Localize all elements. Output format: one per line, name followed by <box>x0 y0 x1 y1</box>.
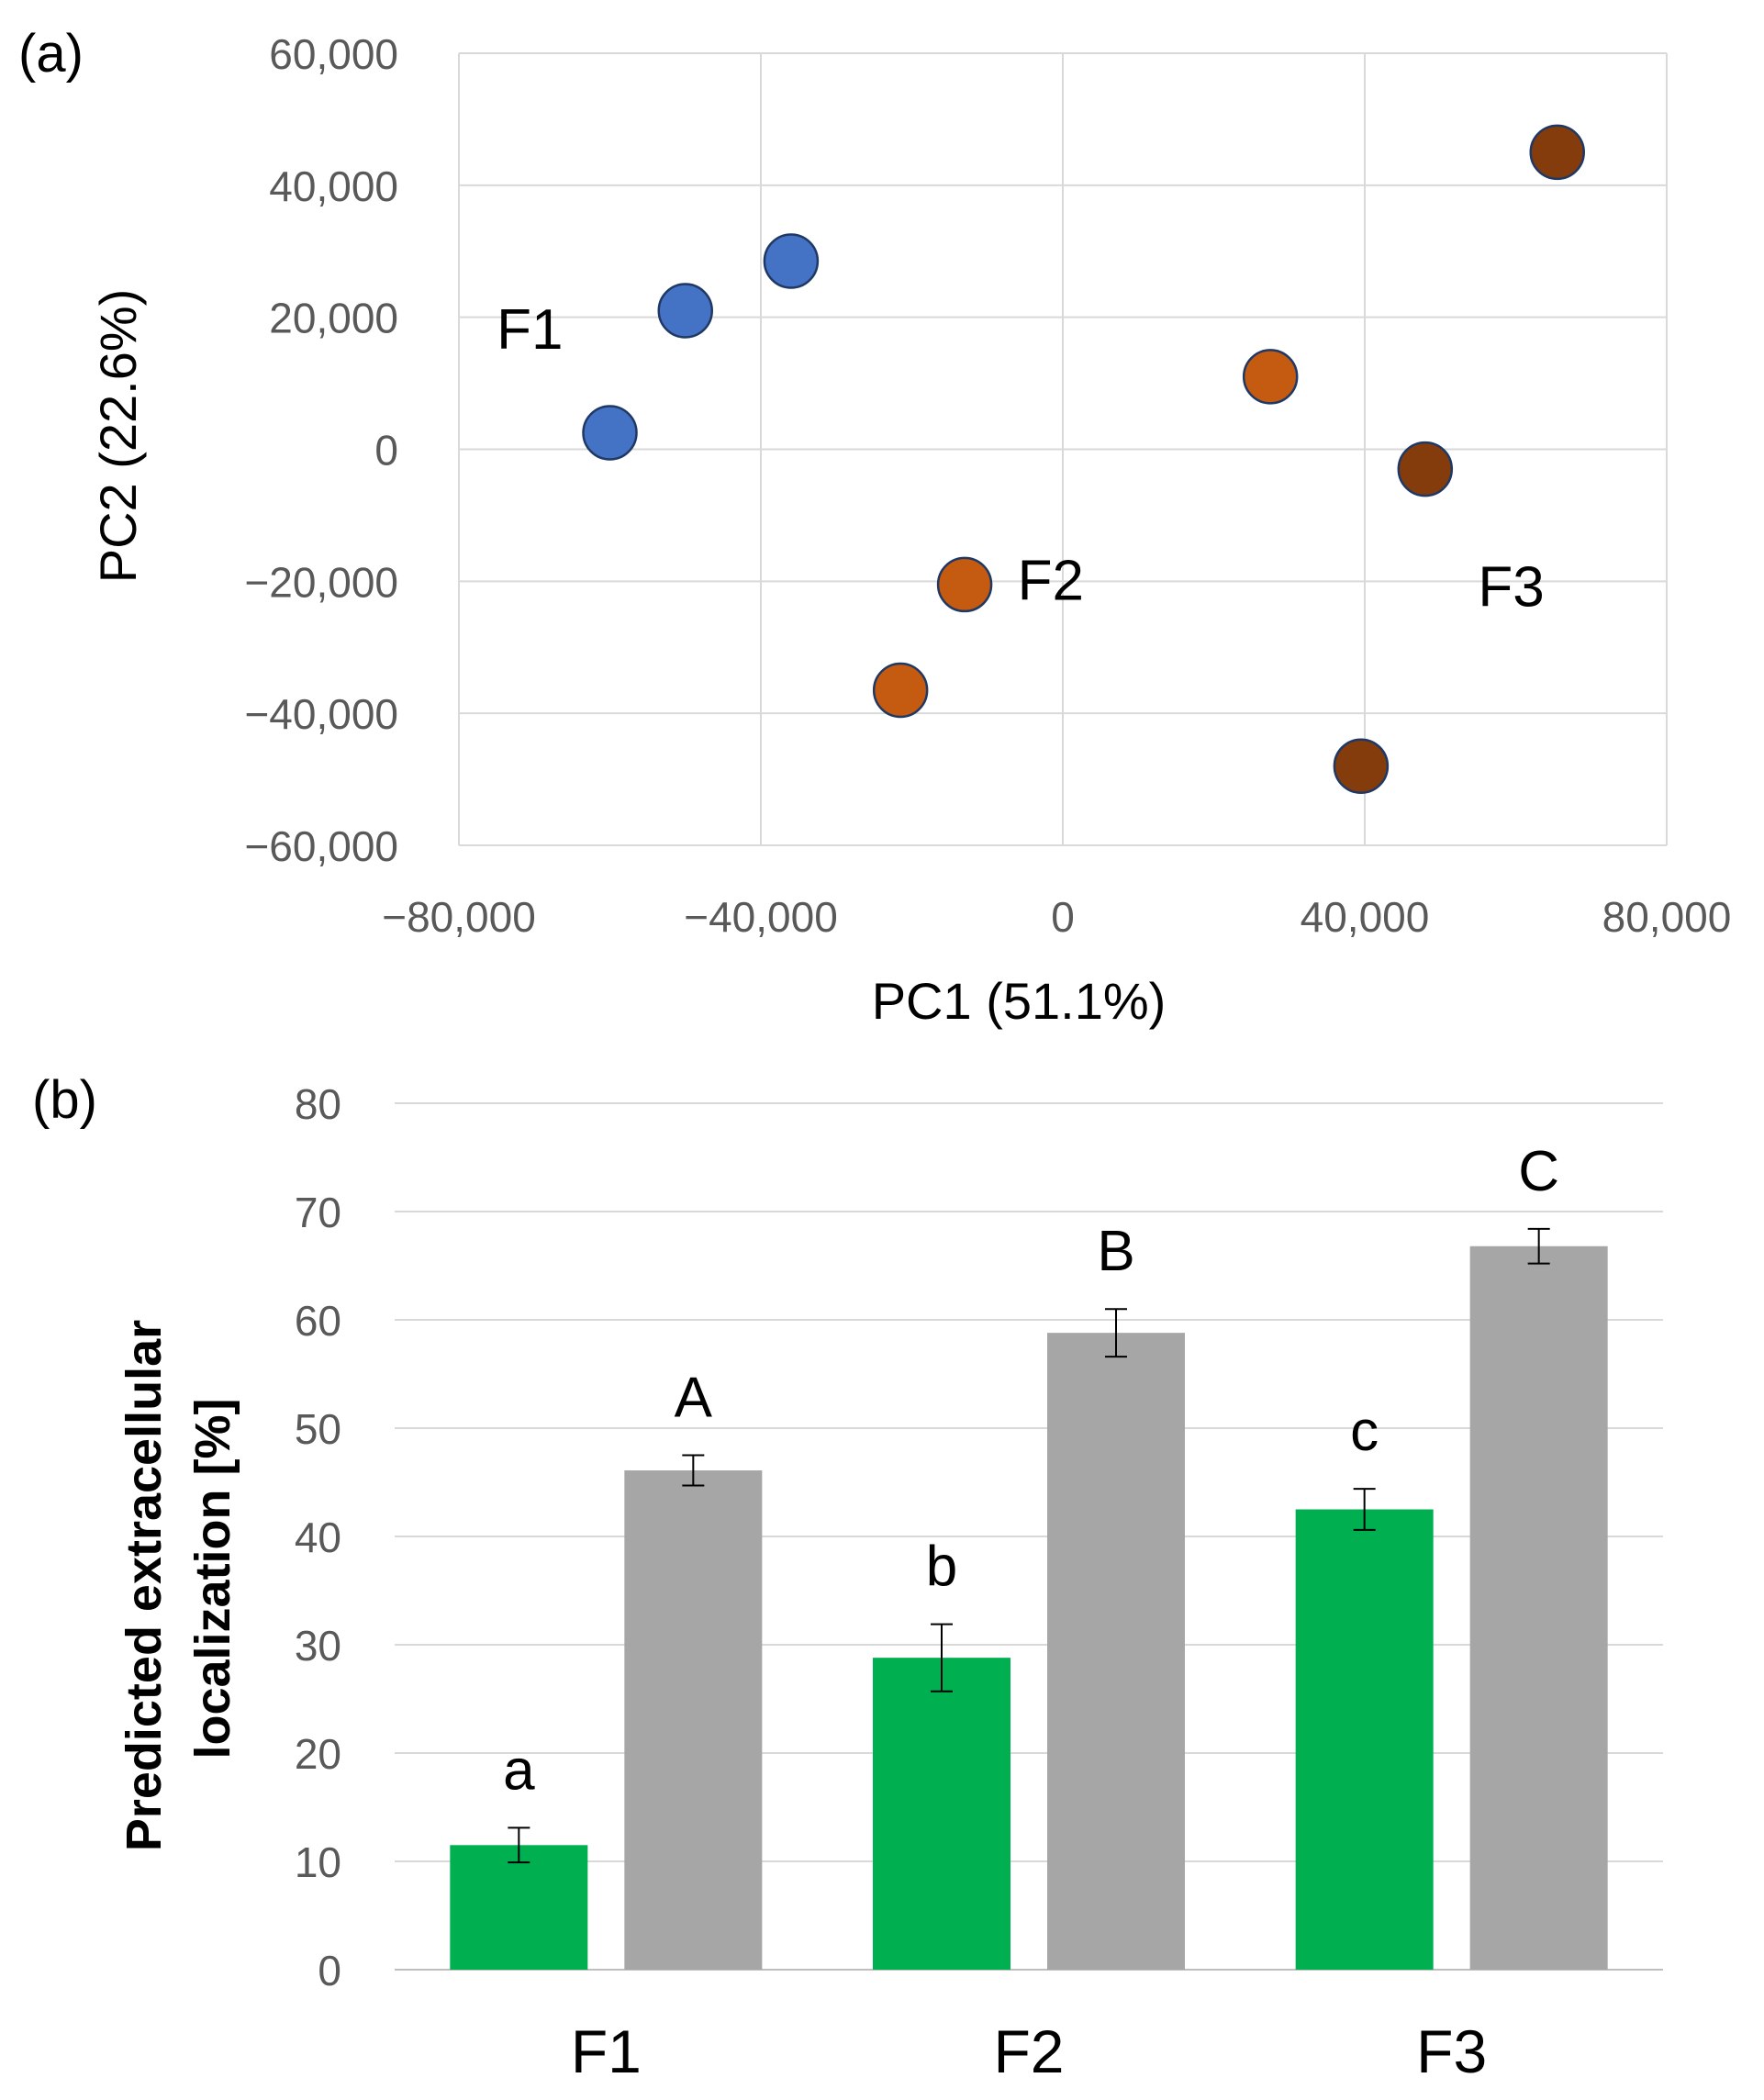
bar-green-f1 <box>450 1845 588 1970</box>
scatter-group-labels: F1 F2 F3 <box>497 298 1545 619</box>
scatter-x-tick-label: 80,000 <box>1602 893 1732 941</box>
scatter-point-f2 <box>1242 349 1299 405</box>
scatter-x-axis-label: PC1 (51.1%) <box>872 972 1167 1030</box>
panel-b-label: (b) <box>32 1070 97 1130</box>
pca-scatter-panel: (a) 60,000 40,000 20,000 0 −20,000 −40,000 −60… <box>18 24 1731 1030</box>
bar-gray-f2 <box>1047 1333 1185 1970</box>
scatter-point-f2 <box>936 556 993 613</box>
scatter-group-label: F2 <box>1018 549 1084 612</box>
scatter-y-tick-labels: 60,000 40,000 20,000 0 −20,000 −40,000 −60,000 <box>244 30 398 870</box>
bar-y-tick-label: 10 <box>295 1838 341 1886</box>
bar-category-label: F3 <box>1416 2017 1487 2085</box>
scatter-y-tick-label: 0 <box>374 427 398 475</box>
scatter-y-tick-label: 40,000 <box>269 162 398 210</box>
scatter-group-label: F1 <box>497 298 563 362</box>
significance-letter: b <box>926 1536 957 1599</box>
scatter-points <box>582 124 1585 794</box>
bar-y-tick-label: 50 <box>295 1405 341 1453</box>
bar-chart-panel: (b) 0 10 20 30 40 50 60 70 80 a Ab Bc C F1 F2 F3 Pred… <box>32 1070 1663 2085</box>
bar-y-tick-label: 0 <box>318 1947 341 1994</box>
bar-y-tick-label: 20 <box>295 1730 341 1778</box>
scatter-point-f1 <box>582 405 638 461</box>
panel-a-label: (a) <box>18 24 84 84</box>
bar-y-tick-label: 30 <box>295 1622 341 1670</box>
significance-letter: C <box>1518 1140 1559 1203</box>
significance-letters: a Ab Bc C <box>503 1140 1559 1803</box>
bar-gridlines <box>395 1102 1663 1971</box>
bars <box>450 1245 1608 1970</box>
scatter-x-tick-label: 0 <box>1051 893 1075 941</box>
bar-green-f3 <box>1295 1509 1434 1970</box>
bar-y-tick-label: 80 <box>295 1080 341 1128</box>
bar-y-tick-labels: 0 10 20 30 40 50 60 70 80 <box>295 1080 341 1994</box>
bar-y-tick-label: 60 <box>295 1297 341 1345</box>
bar-y-tick-label: 40 <box>295 1514 341 1561</box>
bar-gray-f1 <box>624 1470 763 1970</box>
bar-category-labels: F1 F2 F3 <box>571 2017 1487 2085</box>
error-bars <box>508 1227 1550 1864</box>
scatter-point-f3 <box>1397 441 1454 497</box>
scatter-point-f3 <box>1529 124 1585 181</box>
scatter-x-tick-labels: −80,000 −40,000 0 40,000 80,000 <box>382 893 1731 941</box>
scatter-x-tick-label: −40,000 <box>684 893 838 941</box>
scatter-point-f1 <box>657 283 713 339</box>
significance-letter: B <box>1097 1220 1134 1283</box>
scatter-y-tick-label: 20,000 <box>269 295 398 342</box>
scatter-x-tick-label: −80,000 <box>382 893 536 941</box>
bar-category-label: F1 <box>571 2017 642 2085</box>
scatter-y-tick-label: 60,000 <box>269 30 398 78</box>
scatter-y-axis-label: PC2 (22.6%) <box>89 289 147 584</box>
scatter-group-label: F3 <box>1478 556 1544 620</box>
scatter-y-tick-label: −40,000 <box>244 690 398 738</box>
significance-letter: c <box>1350 1400 1379 1463</box>
bar-gray-f3 <box>1469 1245 1608 1970</box>
bar-y-tick-label: 70 <box>295 1189 341 1236</box>
scatter-y-tick-label: −20,000 <box>244 558 398 606</box>
significance-letter: A <box>675 1367 713 1430</box>
scatter-gridlines <box>458 52 1668 846</box>
scatter-point-f2 <box>872 662 929 719</box>
bar-green-f2 <box>873 1658 1010 1970</box>
bar-y-axis-label-line1: Predicted extracellular <box>117 1320 172 1851</box>
bar-category-label: F2 <box>993 2017 1064 2085</box>
bar-y-axis-label-line2: localization [%] <box>185 1398 240 1759</box>
scatter-x-tick-label: 40,000 <box>1301 893 1430 941</box>
bar-y-axis-label: Predicted extracellular localization [%] <box>117 1306 240 1851</box>
scatter-point-f1 <box>763 233 820 289</box>
significance-letter: a <box>503 1738 535 1802</box>
scatter-y-tick-label: −60,000 <box>244 822 398 870</box>
scatter-point-f3 <box>1333 738 1390 794</box>
